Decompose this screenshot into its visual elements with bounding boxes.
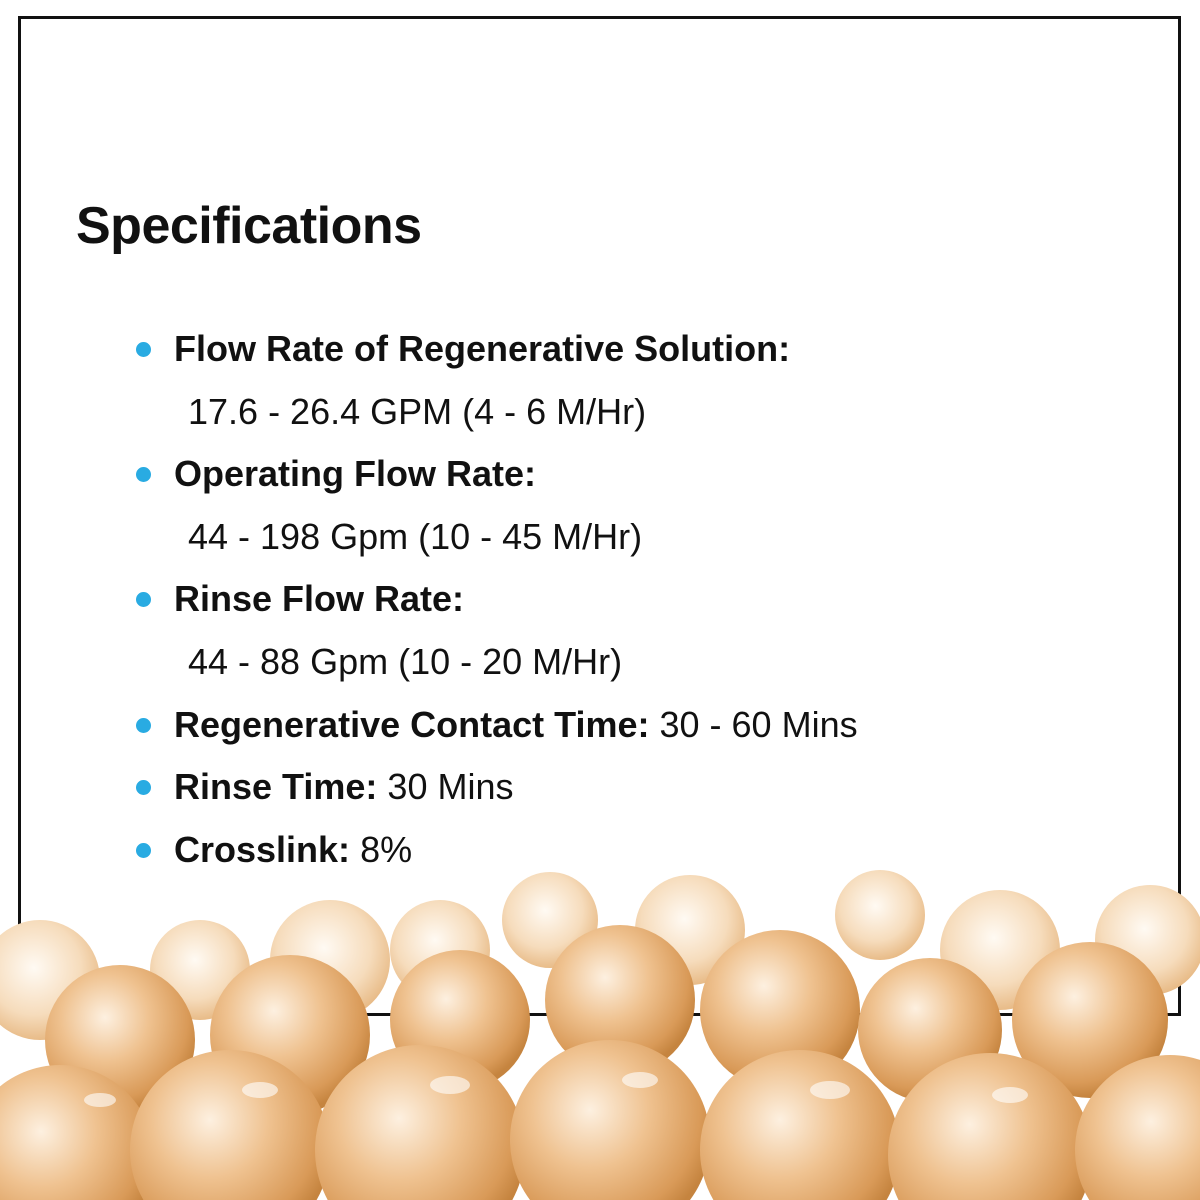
spec-value: 30 Mins (387, 766, 514, 808)
title: Specifications (76, 197, 422, 255)
spec-label: Rinse Time: (174, 766, 378, 808)
beads-front (0, 1040, 1200, 1200)
spec-label: Rinse Flow Rate: (174, 578, 465, 620)
bead-highlights (84, 1072, 1028, 1107)
spec-label: Operating Flow Rate: (174, 453, 537, 495)
beads-image (0, 870, 1200, 1200)
spec-value: 30 - 60 Mins (659, 703, 858, 745)
spec-item: Rinse Flow Rate: 44 - 88 Gpm (10 - 20 M/H… (134, 568, 858, 693)
spec-value: 44 - 198 Gpm (10 - 45 M/Hr) (188, 515, 643, 557)
spec-item: Flow Rate of Regenerative Solution: 17.6 … (134, 318, 858, 443)
spec-value: 17.6 - 26.4 GPM (4 - 6 M/Hr) (188, 390, 647, 432)
spec-item: Operating Flow Rate: 44 - 198 Gpm (10 - 4… (134, 443, 858, 568)
spec-label: Crosslink: (174, 828, 351, 870)
spec-value: 8% (360, 828, 413, 870)
spec-value: 44 - 88 Gpm (10 - 20 M/Hr) (188, 640, 623, 682)
spec-item: Regenerative Contact Time: 30 - 60 Mins (134, 694, 858, 757)
spec-label: Regenerative Contact Time: (174, 703, 650, 745)
beads-mid (45, 925, 1168, 1115)
spec-item: Rinse Time: 30 Mins (134, 756, 858, 819)
spec-label: Flow Rate of Regenerative Solution: (174, 328, 791, 369)
spec-item: Crosslink: 8% (134, 819, 858, 882)
spec-list: Flow Rate of Regenerative Solution: 17.6 … (134, 318, 858, 881)
